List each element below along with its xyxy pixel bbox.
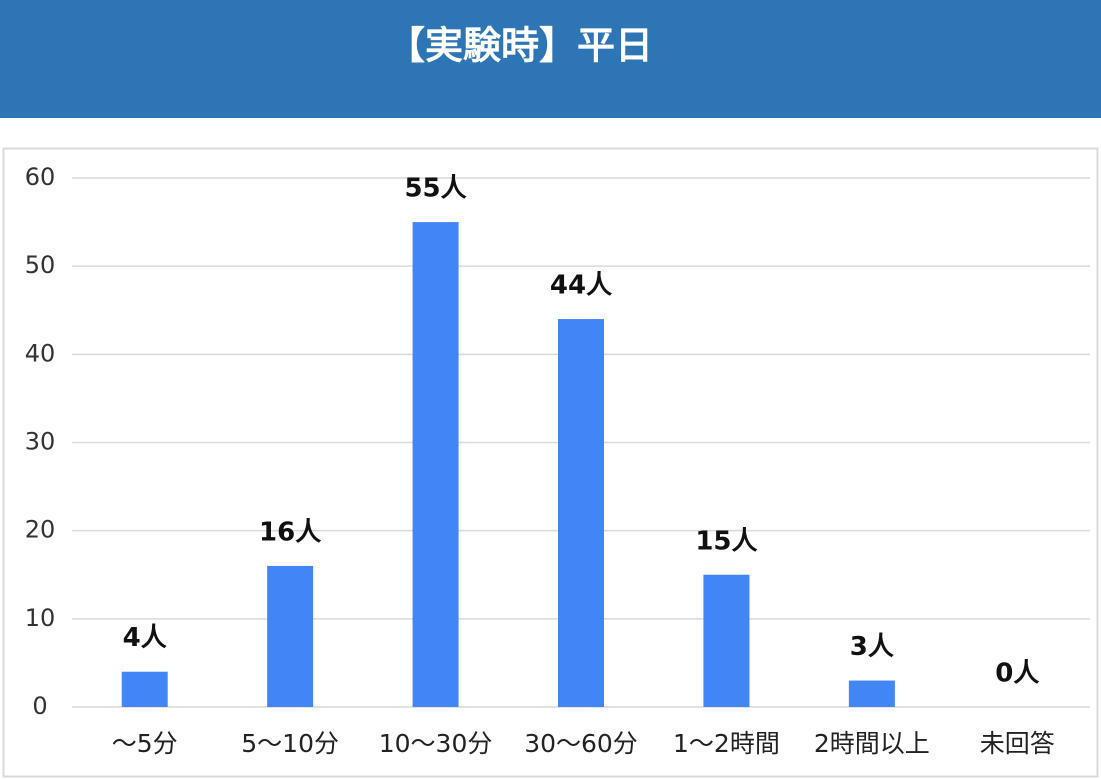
bar — [703, 574, 750, 707]
x-tick-label: ～5分 — [112, 729, 178, 758]
y-tick-label: 20 — [25, 516, 56, 544]
y-tick-label: 0 — [32, 692, 47, 720]
header-band — [0, 0, 1101, 118]
x-tick-label: 1～2時間 — [673, 729, 780, 758]
bar — [412, 222, 459, 708]
y-tick-label: 50 — [25, 251, 56, 279]
bar — [558, 319, 604, 707]
y-tick-label: 40 — [25, 339, 56, 367]
bar — [848, 680, 895, 707]
chart-title: 【実験時】平日 — [387, 24, 653, 68]
value-label: 44人 — [550, 271, 612, 301]
y-tick-label: 60 — [25, 163, 56, 191]
value-label: 0人 — [995, 659, 1039, 689]
x-tick-label: 未回答 — [980, 729, 1055, 758]
x-tick-label: 5～10分 — [241, 729, 339, 758]
x-tick-label: 2時間以上 — [814, 729, 930, 758]
value-label: 4人 — [123, 623, 167, 653]
bar — [121, 671, 168, 707]
bar — [267, 565, 314, 707]
value-label: 3人 — [850, 632, 894, 662]
value-label: 15人 — [695, 526, 757, 556]
y-tick-label: 10 — [25, 604, 56, 632]
x-tick-label: 10～30分 — [379, 729, 493, 758]
y-tick-label: 30 — [25, 428, 56, 456]
value-label: 55人 — [404, 174, 466, 204]
x-tick-label: 30～60分 — [524, 729, 638, 758]
value-label: 16人 — [259, 517, 321, 547]
chart-frame — [2, 147, 1099, 778]
